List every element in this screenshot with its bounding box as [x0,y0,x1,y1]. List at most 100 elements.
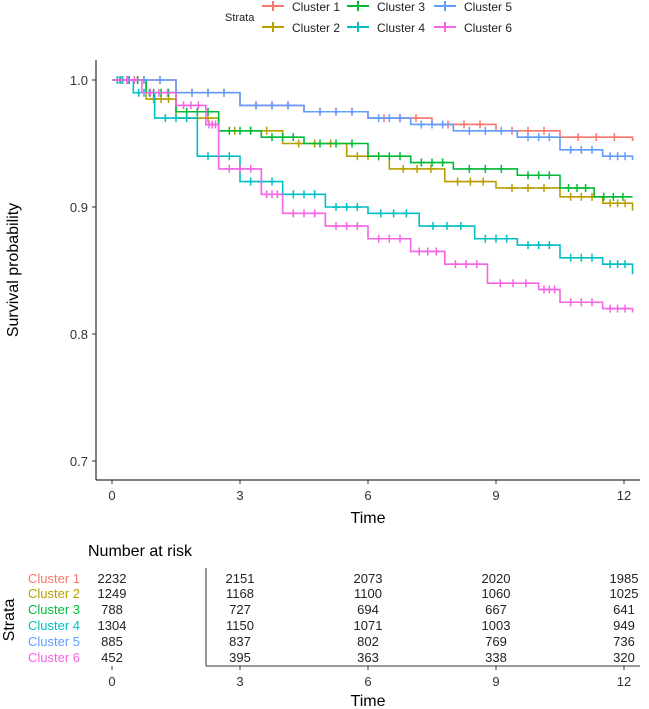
risk-table-cell: 769 [485,634,507,649]
censor-mark [332,107,340,116]
censor-mark [353,222,362,231]
censor-mark [316,139,324,148]
censor-mark [453,177,462,186]
risk-x-tick-label: 0 [108,674,115,689]
censor-mark [289,133,298,142]
censor-mark [130,76,139,84]
censor-mark [385,114,394,123]
censor-mark [524,183,532,192]
censor-mark [476,120,484,129]
risk-table-strata-label: Cluster 6 [28,650,80,665]
censor-mark [588,145,596,154]
censor-mark [289,209,298,218]
censor-mark [621,304,630,313]
censor-mark [428,120,436,129]
risk-table-cell: 885 [101,634,123,649]
risk-table-cell: 641 [613,602,635,617]
risk-table-strata-label: Cluster 3 [28,602,80,617]
risk-table-cell: 2151 [226,571,255,586]
censor-mark [566,298,575,307]
censor-mark [599,192,608,201]
censor-mark [497,126,506,135]
censor-mark [566,145,575,154]
censor-mark [545,171,554,180]
risk-table-strata-label: Cluster 5 [28,634,80,649]
risk-table-cell: 2020 [482,571,511,586]
legend-label: Cluster 2 [292,21,340,35]
y-tick-label: 0.8 [70,327,88,342]
censor-mark [550,285,559,294]
censor-mark [225,152,234,161]
censor-mark [465,126,474,135]
x-tick-label: 12 [617,488,631,503]
censor-mark [417,158,426,167]
censor-mark [417,120,426,129]
censor-mark [268,177,276,186]
censor-mark [496,279,505,288]
censor-mark [592,133,601,142]
x-tick-label: 6 [364,488,371,503]
censor-mark [466,177,475,186]
censor-mark [456,222,465,231]
censor-mark [310,209,319,218]
risk-table-cell: 338 [485,650,507,665]
censor-mark [300,190,308,199]
censor-mark [492,234,500,243]
y-tick-label: 0.7 [70,454,88,469]
risk-table-cell: 1003 [482,618,511,633]
censor-mark [342,203,351,211]
censor-mark [396,152,404,161]
y-tick-label: 1.0 [70,73,88,88]
censor-mark [246,164,255,173]
censor-mark [573,183,582,192]
legend-title: Strata [225,12,255,24]
censor-mark [540,126,548,135]
risk-table-cell: 802 [357,634,379,649]
risk-table-cell: 363 [357,650,379,665]
legend-label: Cluster 5 [464,0,512,14]
censor-mark [428,158,436,167]
censor-mark [545,133,554,142]
censor-mark [332,222,340,231]
censor-mark [161,114,170,123]
risk-table-x-label: Time [351,693,386,709]
censor-mark [606,199,615,208]
risk-table-cell: 736 [613,634,635,649]
censor-mark [613,152,622,161]
censor-mark [374,114,383,123]
censor-mark [574,133,583,142]
censor-mark [423,247,432,256]
risk-x-tick-label: 6 [364,674,371,689]
survival-curve-cluster-3 [112,79,633,198]
censor-mark [332,139,340,148]
survival-curve-cluster-1 [112,79,634,141]
censor-mark [479,177,488,186]
censor-mark [472,260,481,269]
risk-table-cell: 452 [101,650,123,665]
y-tick-label: 0.9 [70,200,88,215]
risk-table-cell: 1168 [226,586,254,601]
censor-mark [577,253,586,262]
legend-label: Cluster 3 [377,0,425,14]
censor-mark [534,171,543,180]
censor-mark [606,304,615,313]
risk-table-cell: 1060 [482,586,511,601]
censor-mark [621,199,630,208]
censor-mark [186,101,195,110]
legend-label: Cluster 4 [377,21,425,35]
censor-mark [342,222,351,231]
censor-mark [374,152,383,161]
censor-mark [332,203,340,211]
censor-mark [236,126,244,135]
x-tick-label: 0 [108,488,115,503]
censor-mark [606,152,615,161]
censor-mark [225,126,234,135]
risk-x-tick-label: 9 [492,674,499,689]
censor-mark [316,107,324,116]
risk-table-cell: 1100 [354,586,382,601]
survival-curve-cluster-2 [112,79,634,211]
censor-mark [284,101,292,110]
censor-mark [606,260,615,269]
censor-mark [246,126,255,135]
